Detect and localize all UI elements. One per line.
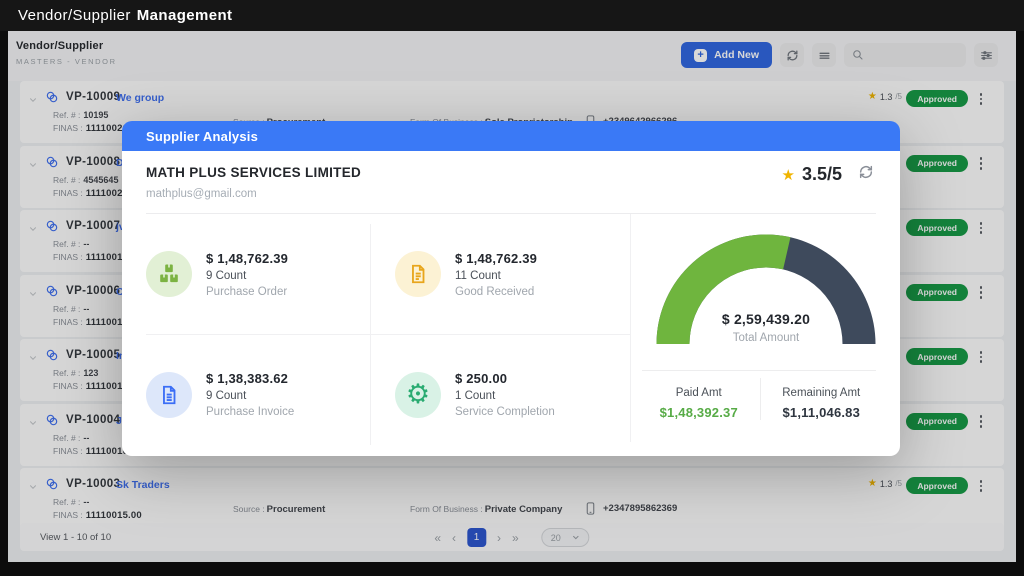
metric-label: Purchase Order xyxy=(206,286,288,298)
metric-label: Purchase Invoice xyxy=(206,406,294,418)
metric-service-completion: ⚙ $ 250.00 1 Count Service Completion xyxy=(370,335,630,456)
metric-count: 1 Count xyxy=(455,390,555,402)
paid-amount-label: Paid Amt xyxy=(638,387,760,399)
star-icon: ★ xyxy=(782,166,795,184)
supplier-analysis-modal: Supplier Analysis MATH PLUS SERVICES LIM… xyxy=(122,121,900,456)
paid-amount-value: $1,48,392.37 xyxy=(638,405,760,420)
metric-label: Good Received xyxy=(455,286,537,298)
gear-icon: ⚙ xyxy=(395,372,441,418)
remaining-amount-block: Remaining Amt $1,11,046.83 xyxy=(761,378,883,420)
total-amount-label: Total Amount xyxy=(650,332,882,344)
document-icon xyxy=(395,251,441,297)
modal-title: Supplier Analysis xyxy=(146,129,258,144)
metric-value: $ 1,48,762.39 xyxy=(206,251,288,266)
metric-count: 9 Count xyxy=(206,270,288,282)
refresh-icon[interactable] xyxy=(858,164,874,180)
app-titlebar: Vendor/Supplier Management xyxy=(0,0,1024,31)
paid-remaining-row: Paid Amt $1,48,392.37 Remaining Amt $1,1… xyxy=(638,378,882,420)
app-title: Vendor/Supplier xyxy=(18,7,131,24)
metric-good-received: $ 1,48,762.39 11 Count Good Received xyxy=(370,214,630,335)
metrics-grid: $ 1,48,762.39 9 Count Purchase Order $ 1… xyxy=(146,214,630,455)
divider xyxy=(642,370,876,371)
main-screen: Vendor/Supplier MASTERS - VENDOR + Add N… xyxy=(8,31,1016,562)
boxes-icon xyxy=(146,251,192,297)
app-title-bold: Management xyxy=(137,7,233,24)
metric-value: $ 250.00 xyxy=(455,371,555,386)
supplier-name: MATH PLUS SERVICES LIMITED xyxy=(146,165,361,180)
paid-amount-block: Paid Amt $1,48,392.37 xyxy=(638,378,761,420)
invoice-icon xyxy=(146,372,192,418)
divider xyxy=(146,334,630,335)
remaining-amount-value: $1,11,046.83 xyxy=(761,405,883,420)
metric-value: $ 1,48,762.39 xyxy=(455,251,537,266)
metric-count: 9 Count xyxy=(206,390,294,402)
modal-header: Supplier Analysis xyxy=(122,121,900,151)
total-amount-value: $ 2,59,439.20 xyxy=(650,311,882,327)
metric-purchase-invoice: $ 1,38,383.62 9 Count Purchase Invoice xyxy=(146,335,370,456)
metric-purchase-order: $ 1,48,762.39 9 Count Purchase Order xyxy=(146,214,370,335)
supplier-rating: ★ 3.5/5 xyxy=(782,164,875,185)
supplier-email: mathplus@gmail.com xyxy=(146,188,257,200)
divider xyxy=(630,214,631,442)
rating-score: 3.5/5 xyxy=(802,164,842,185)
modal-body: MATH PLUS SERVICES LIMITED mathplus@gmai… xyxy=(122,151,900,456)
metric-value: $ 1,38,383.62 xyxy=(206,371,294,386)
gauge-center-text: $ 2,59,439.20 Total Amount xyxy=(650,311,882,344)
metric-count: 11 Count xyxy=(455,270,537,282)
metric-label: Service Completion xyxy=(455,406,555,418)
remaining-amount-label: Remaining Amt xyxy=(761,387,883,399)
